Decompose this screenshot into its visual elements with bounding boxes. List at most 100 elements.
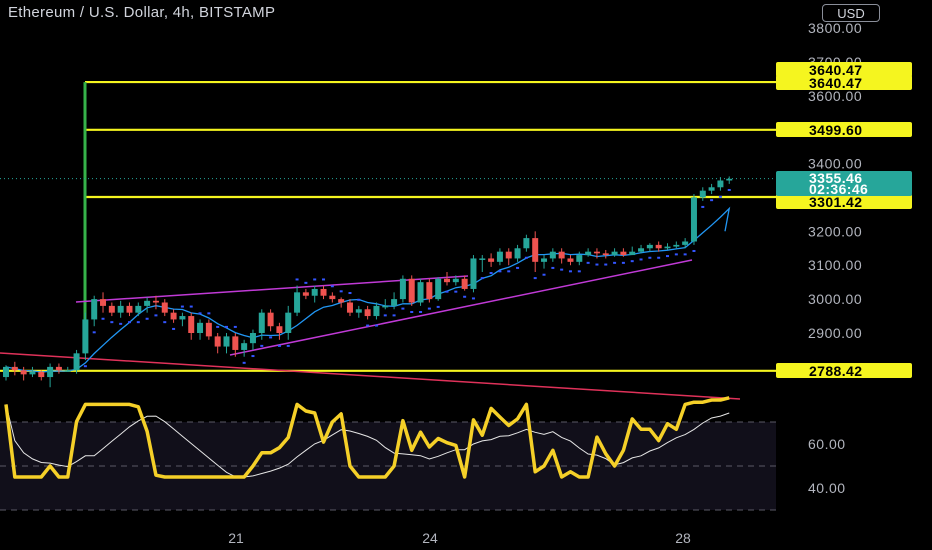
trendline[interactable] (0, 352, 741, 400)
candle[interactable] (444, 272, 450, 286)
candle[interactable] (602, 249, 609, 259)
candle[interactable] (399, 275, 406, 303)
candle[interactable] (620, 248, 627, 257)
candle[interactable] (505, 248, 512, 266)
candle[interactable] (205, 319, 212, 340)
candle[interactable] (276, 322, 283, 340)
candle[interactable] (699, 187, 706, 201)
candle[interactable] (541, 255, 548, 269)
channel-lower[interactable] (229, 259, 693, 356)
candle[interactable] (364, 305, 371, 320)
candle[interactable] (170, 309, 177, 323)
candle[interactable] (496, 248, 503, 266)
candle[interactable] (55, 363, 62, 374)
candle[interactable] (241, 339, 248, 357)
candle[interactable] (329, 292, 336, 303)
candle[interactable] (391, 292, 398, 310)
candle[interactable] (179, 312, 186, 327)
candle[interactable] (452, 275, 459, 286)
candle[interactable] (426, 278, 433, 303)
candle[interactable] (629, 246, 636, 256)
candle[interactable] (417, 278, 424, 306)
candle[interactable] (3, 365, 9, 381)
candle[interactable] (532, 231, 539, 272)
candle[interactable] (479, 255, 486, 272)
candle[interactable] (558, 248, 565, 264)
candle[interactable] (523, 234, 530, 252)
candle[interactable] (576, 251, 583, 266)
candle[interactable] (585, 248, 592, 257)
candle[interactable] (73, 349, 80, 374)
candle[interactable] (11, 361, 18, 376)
candle[interactable] (461, 275, 468, 291)
candle[interactable] (593, 248, 600, 259)
sar-dot (621, 261, 625, 264)
candle[interactable] (470, 255, 477, 293)
chart-title: Ethereum / U.S. Dollar, 4h, BITSTAMP (8, 4, 276, 21)
candle[interactable] (29, 366, 36, 378)
candle[interactable] (311, 285, 318, 303)
candle[interactable] (108, 302, 115, 317)
candle-body (144, 300, 151, 306)
candle[interactable] (646, 243, 653, 252)
candle[interactable] (117, 300, 124, 318)
candle[interactable] (611, 248, 618, 257)
candle[interactable] (320, 285, 327, 300)
level-tag[interactable]: 3301.42 (776, 194, 912, 210)
candle[interactable] (267, 309, 274, 332)
candle[interactable] (258, 309, 265, 340)
candle[interactable] (346, 299, 353, 317)
candle[interactable] (682, 238, 689, 249)
candle[interactable] (294, 285, 301, 317)
candle[interactable] (197, 319, 204, 340)
candle[interactable] (249, 329, 256, 350)
candle[interactable] (717, 177, 724, 191)
level-tag[interactable]: 3499.60 (776, 122, 912, 138)
level-tag[interactable]: 3640.47 (776, 75, 912, 91)
candle[interactable] (135, 302, 142, 317)
candle[interactable] (64, 366, 71, 372)
currency-button[interactable]: USD (822, 4, 880, 22)
level-tag-text: 3640.47 (809, 62, 862, 78)
candle[interactable] (161, 299, 168, 317)
candle[interactable] (655, 241, 662, 252)
candle[interactable] (408, 275, 415, 306)
candle[interactable] (338, 297, 345, 308)
candle[interactable] (232, 333, 239, 357)
candle[interactable] (690, 194, 697, 245)
candle[interactable] (726, 176, 733, 184)
sar-dot (83, 365, 87, 368)
candle[interactable] (514, 244, 521, 262)
candle[interactable] (126, 302, 133, 317)
candle[interactable] (382, 299, 389, 310)
candle[interactable] (567, 255, 574, 266)
candle[interactable] (223, 333, 230, 354)
level-tag[interactable]: 2788.42 (776, 363, 912, 379)
candle[interactable] (285, 305, 292, 340)
candle[interactable] (47, 363, 54, 388)
level-tag[interactable]: 3640.47 (776, 62, 912, 78)
candle-body (64, 370, 71, 372)
candle[interactable] (435, 277, 442, 301)
candle[interactable] (664, 243, 671, 250)
candle[interactable] (355, 305, 362, 318)
candle[interactable] (549, 248, 556, 262)
candle[interactable] (188, 312, 195, 340)
candle[interactable] (373, 302, 380, 320)
candle[interactable] (673, 241, 680, 249)
candle[interactable] (38, 370, 45, 381)
candle[interactable] (100, 292, 107, 313)
candle[interactable] (302, 288, 309, 300)
candle[interactable] (708, 183, 715, 195)
candle[interactable] (144, 297, 151, 313)
sar-dot (463, 295, 467, 298)
candle[interactable] (20, 366, 27, 381)
candle[interactable] (488, 253, 495, 267)
candle[interactable] (82, 312, 89, 361)
candle[interactable] (214, 333, 221, 354)
candle[interactable] (638, 244, 645, 254)
candle[interactable] (152, 295, 159, 310)
candle[interactable] (91, 295, 98, 327)
